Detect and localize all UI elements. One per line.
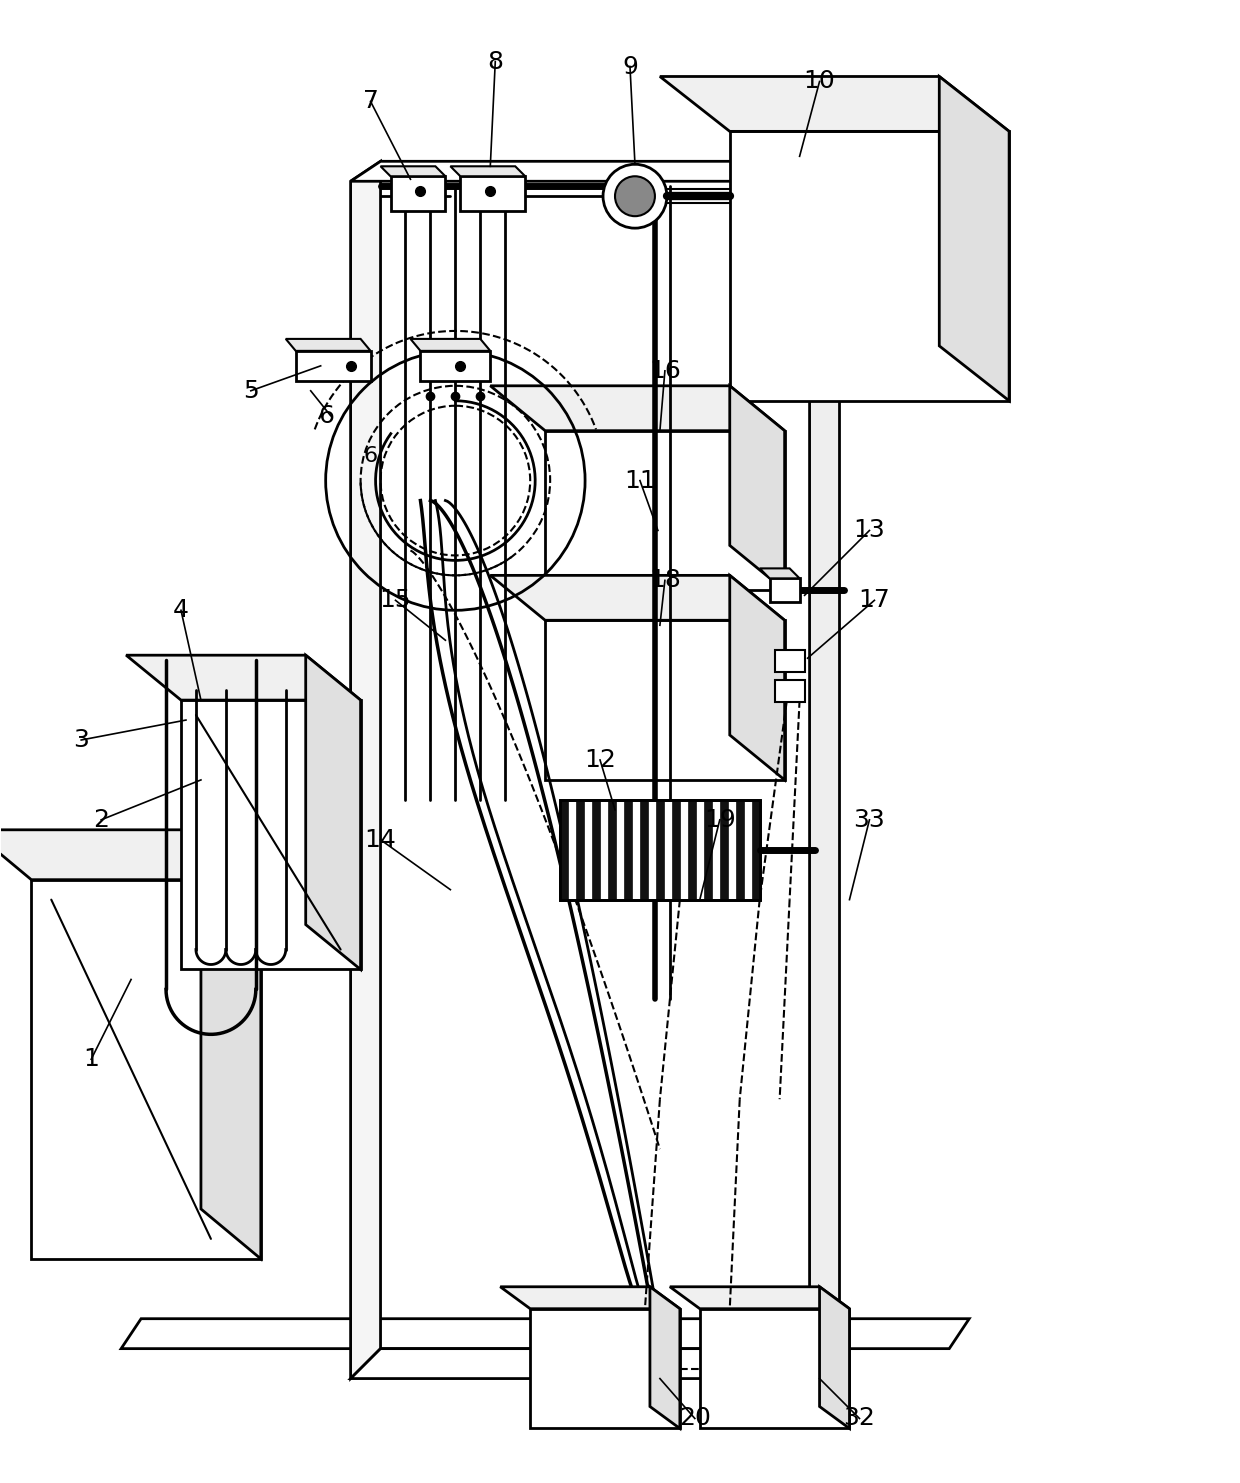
Text: 17: 17 xyxy=(858,589,890,612)
Polygon shape xyxy=(760,568,800,578)
Text: 10: 10 xyxy=(804,70,836,93)
Polygon shape xyxy=(546,620,785,780)
Polygon shape xyxy=(410,340,490,351)
Polygon shape xyxy=(201,830,260,1259)
Polygon shape xyxy=(490,386,785,430)
Polygon shape xyxy=(704,799,712,900)
Polygon shape xyxy=(560,799,760,900)
Polygon shape xyxy=(546,430,785,590)
Polygon shape xyxy=(730,575,785,780)
Polygon shape xyxy=(577,799,584,900)
Text: 3: 3 xyxy=(73,728,89,752)
Text: 12: 12 xyxy=(584,747,616,773)
Polygon shape xyxy=(181,700,361,970)
Polygon shape xyxy=(735,799,744,900)
Text: 33: 33 xyxy=(853,808,885,832)
Polygon shape xyxy=(730,386,785,590)
Polygon shape xyxy=(420,351,490,381)
Text: 19: 19 xyxy=(704,808,735,832)
Polygon shape xyxy=(351,162,381,1379)
Polygon shape xyxy=(351,1348,839,1379)
Text: 11: 11 xyxy=(624,469,656,492)
Text: 32: 32 xyxy=(843,1406,875,1431)
Text: 8: 8 xyxy=(487,49,503,74)
Polygon shape xyxy=(295,351,371,381)
Polygon shape xyxy=(31,879,260,1259)
Polygon shape xyxy=(306,655,361,970)
Polygon shape xyxy=(460,176,526,211)
Polygon shape xyxy=(531,1308,680,1428)
Polygon shape xyxy=(122,1318,970,1348)
Polygon shape xyxy=(560,799,568,900)
Text: 6: 6 xyxy=(319,403,342,427)
Polygon shape xyxy=(650,1287,680,1428)
Polygon shape xyxy=(285,340,371,351)
Polygon shape xyxy=(624,799,632,900)
Polygon shape xyxy=(775,650,805,672)
Text: 20: 20 xyxy=(678,1406,711,1431)
Polygon shape xyxy=(672,799,680,900)
Polygon shape xyxy=(699,1308,849,1428)
Polygon shape xyxy=(660,77,1009,132)
Polygon shape xyxy=(608,799,616,900)
Polygon shape xyxy=(730,132,1009,400)
Text: 6: 6 xyxy=(363,446,378,466)
Polygon shape xyxy=(126,655,361,700)
Polygon shape xyxy=(719,799,728,900)
Polygon shape xyxy=(656,799,663,900)
Text: 15: 15 xyxy=(379,589,412,612)
Polygon shape xyxy=(640,799,649,900)
Text: 1: 1 xyxy=(83,1047,99,1071)
Circle shape xyxy=(603,165,667,228)
Text: 2: 2 xyxy=(93,808,109,832)
Polygon shape xyxy=(351,162,839,181)
Polygon shape xyxy=(770,578,800,602)
Polygon shape xyxy=(391,176,445,211)
Circle shape xyxy=(615,176,655,217)
Polygon shape xyxy=(670,1287,849,1308)
Polygon shape xyxy=(820,1287,849,1428)
Polygon shape xyxy=(500,1287,680,1308)
Text: 5: 5 xyxy=(243,378,259,403)
Text: 7: 7 xyxy=(362,89,378,113)
Polygon shape xyxy=(810,162,839,1379)
Polygon shape xyxy=(381,166,445,176)
Text: 9: 9 xyxy=(622,55,637,79)
Polygon shape xyxy=(939,77,1009,400)
Text: 13: 13 xyxy=(853,519,885,543)
Polygon shape xyxy=(751,799,760,900)
Polygon shape xyxy=(688,799,696,900)
Polygon shape xyxy=(0,830,260,879)
Polygon shape xyxy=(591,799,600,900)
Text: 18: 18 xyxy=(649,568,681,592)
Polygon shape xyxy=(490,575,785,620)
Polygon shape xyxy=(450,166,526,176)
Text: 4: 4 xyxy=(174,598,188,623)
Text: 14: 14 xyxy=(365,828,397,851)
Polygon shape xyxy=(775,681,805,701)
Text: 16: 16 xyxy=(649,359,681,383)
